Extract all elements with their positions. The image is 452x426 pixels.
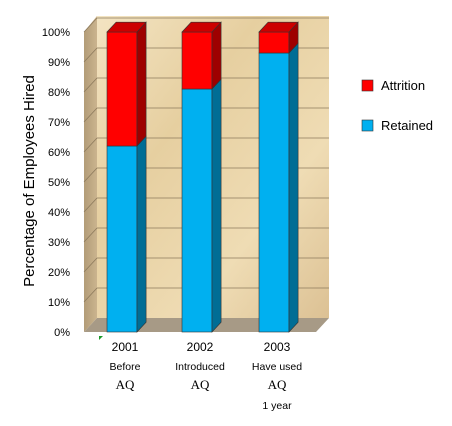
gridline-side bbox=[83, 197, 98, 213]
bar-retained-2003-side bbox=[288, 42, 299, 333]
x-category-sublabel: Have used bbox=[252, 361, 302, 373]
y-tick-label: 10% bbox=[48, 297, 70, 309]
y-tick-label: 40% bbox=[48, 207, 70, 219]
y-tick-label: 50% bbox=[48, 177, 70, 189]
gridline-side bbox=[83, 137, 98, 153]
x-category-label: 2002 bbox=[187, 340, 214, 354]
gridline-side bbox=[83, 257, 98, 273]
y-tick-label: 90% bbox=[48, 57, 70, 69]
bar-attrition-2002-side bbox=[211, 21, 222, 90]
y-tick-label: 70% bbox=[48, 117, 70, 129]
gridline-side bbox=[83, 17, 98, 33]
bar-attrition-2003 bbox=[258, 31, 290, 54]
gridline-side bbox=[83, 167, 98, 183]
y-tick-label: 20% bbox=[48, 267, 70, 279]
bar-top-2003 bbox=[258, 21, 299, 33]
bar-retained-2001 bbox=[106, 145, 138, 333]
bar-attrition-2002 bbox=[181, 31, 213, 90]
legend-swatch-retained bbox=[361, 119, 374, 132]
y-tick-label: 80% bbox=[48, 87, 70, 99]
gridline-side bbox=[83, 77, 98, 93]
legend-label-retained: Retained bbox=[381, 118, 433, 133]
x-axis-categories: 2001 Before AQ 2002 Introduced AQ 2003 Have use… bbox=[110, 340, 303, 412]
bar-retained-2001-side bbox=[136, 135, 147, 333]
y-tick-label: 100% bbox=[42, 27, 70, 39]
y-tick-label: 60% bbox=[48, 147, 70, 159]
bar-retained-2002 bbox=[181, 88, 213, 333]
bar-retained-2003 bbox=[258, 52, 290, 333]
legend-swatch-attrition bbox=[361, 79, 374, 92]
x-category-sublabel: Before bbox=[110, 361, 141, 373]
gridline-side bbox=[83, 47, 98, 63]
bar-attrition-2001-side bbox=[136, 21, 147, 147]
y-tick-label: 30% bbox=[48, 237, 70, 249]
bar-top-2001 bbox=[106, 21, 147, 33]
y-axis-ticks: 0% 10% 20% 30% 40% 50% 60% 70% 80% 90% 100% bbox=[42, 27, 70, 339]
bar-attrition-2001 bbox=[106, 31, 138, 147]
x-category-sublabel: AQ bbox=[268, 377, 287, 392]
y-tick-label: 0% bbox=[54, 327, 70, 339]
x-category-sublabel: AQ bbox=[116, 377, 135, 392]
x-category-sublabel: 1 year bbox=[262, 400, 292, 412]
legend-label-attrition: Attrition bbox=[381, 78, 425, 93]
axis-marker bbox=[99, 336, 103, 340]
bars bbox=[106, 21, 299, 333]
legend: Attrition Retained bbox=[361, 78, 433, 133]
bar-top-2002 bbox=[181, 21, 222, 33]
gridline-side bbox=[83, 287, 98, 303]
x-category-label: 2003 bbox=[264, 340, 291, 354]
x-category-sublabel: Introduced bbox=[175, 361, 225, 373]
chart-side-wall bbox=[84, 16, 97, 332]
gridline-side bbox=[83, 107, 98, 123]
y-axis-label: Percentage of Employees Hired bbox=[21, 75, 38, 287]
bar-retained-2002-side bbox=[211, 78, 222, 333]
x-category-sublabel: AQ bbox=[191, 377, 210, 392]
x-category-label: 2001 bbox=[112, 340, 139, 354]
gridline-side bbox=[83, 227, 98, 243]
